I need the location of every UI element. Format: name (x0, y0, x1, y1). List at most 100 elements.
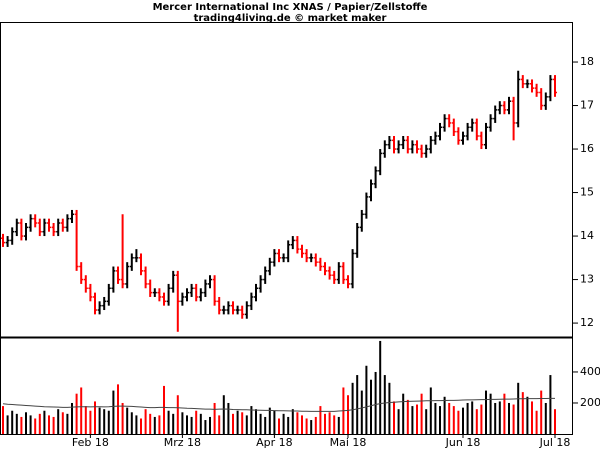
y-tick-label: 14 (580, 229, 594, 242)
x-tick-label: Feb 18 (72, 436, 109, 449)
chart-subtitle: trading4living.de © market maker (194, 13, 387, 24)
x-tick-label: Jul 18 (539, 436, 571, 449)
volume-bar (370, 379, 372, 434)
volume-bar (393, 401, 395, 434)
volume-bar (535, 410, 538, 434)
volume-bar (397, 409, 400, 434)
x-tick-label: Apr 18 (256, 436, 293, 449)
volume-bar (144, 409, 147, 434)
volume-bar (420, 393, 423, 434)
volume-bar (199, 413, 202, 434)
volume-bar (43, 410, 46, 434)
volume-bar (521, 392, 524, 434)
volume-bar (130, 412, 133, 434)
volume-bar (176, 395, 179, 434)
volume-bar (34, 418, 37, 434)
volume-bar (498, 401, 501, 434)
volume-bar (227, 402, 230, 434)
volume-bar (163, 385, 165, 434)
volume-bar (186, 415, 188, 434)
chart-title: Mercer International Inc XNAS / Papier/Z… (153, 2, 428, 13)
volume-bar (25, 412, 27, 434)
y-tick-label: 16 (580, 142, 594, 155)
volume-bar (80, 387, 83, 434)
volume-bar (411, 406, 414, 434)
volume-bar (328, 412, 331, 434)
volume-bar (140, 418, 142, 434)
volume-bar (443, 396, 446, 434)
x-tick-label: Mai 18 (330, 436, 367, 449)
volume-bar (195, 410, 198, 434)
volume-bar (489, 393, 492, 434)
volume-bar (406, 399, 409, 434)
volume-bar (379, 340, 382, 434)
volume-bar (360, 390, 363, 434)
volume-bar (296, 412, 299, 434)
volume-bar (337, 416, 340, 434)
volume-bar (356, 375, 359, 434)
volume-bar (6, 415, 9, 434)
volume-bar (508, 402, 510, 434)
y-tick-label: 15 (580, 186, 594, 199)
volume-bar (544, 402, 547, 434)
volume-bar (314, 416, 317, 434)
volume-bar (107, 410, 110, 434)
volume-bar (268, 407, 271, 434)
volume-bar (181, 412, 184, 434)
volume-bar (457, 410, 460, 434)
volume-bar (324, 413, 326, 434)
volume-bar (517, 382, 520, 434)
volume-bar (89, 410, 92, 434)
volume-bar (291, 409, 294, 434)
volume-bar (84, 406, 87, 434)
volume-bar (512, 404, 515, 434)
volume-bar (245, 415, 248, 434)
volume-bar (448, 402, 451, 434)
volume-bar (66, 413, 69, 434)
volume-bar (2, 406, 4, 434)
volume-bar (112, 390, 115, 434)
volume-bar (158, 415, 161, 434)
volume-bar (241, 412, 244, 434)
volume-bar (255, 409, 257, 434)
volume-bar (167, 410, 170, 434)
volume-bar (425, 409, 428, 434)
volume-bar (71, 402, 73, 434)
volume-bar (429, 387, 432, 434)
volume-bar (503, 393, 506, 434)
volume-bar (282, 413, 285, 434)
x-tick-label: Jun 18 (445, 436, 481, 449)
volume-bar (310, 420, 313, 434)
volume-bar (149, 413, 152, 434)
volume-bar (278, 418, 280, 434)
volume-bar (38, 413, 41, 434)
volume-bar (471, 401, 474, 434)
volume-bar (52, 416, 55, 434)
volume-bar (439, 406, 441, 434)
volume-bar (250, 406, 253, 434)
volume-bar (232, 413, 234, 434)
volume-bar (485, 390, 487, 434)
volume-bar (121, 402, 124, 434)
plot-frame (0, 22, 573, 435)
volume-bar (222, 395, 225, 434)
volume-bar (452, 406, 455, 434)
volume-bar (61, 412, 64, 434)
volume-average (2, 397, 555, 412)
volume-bar (264, 416, 267, 434)
y-tick-label: 18 (580, 55, 594, 68)
volume-bar (57, 409, 60, 434)
volume-bar (554, 409, 556, 434)
volume-bar (365, 365, 368, 434)
volume-bar (319, 406, 322, 434)
volume-bar (117, 384, 119, 434)
volume-bar (75, 393, 78, 434)
volume-bar (416, 404, 418, 434)
volume-bar (526, 396, 529, 434)
volume-bar (172, 413, 175, 434)
volume-bar (273, 410, 276, 434)
volume-bar (287, 416, 290, 434)
volume-bar (494, 402, 497, 434)
x-tick-label: Mrz 18 (164, 436, 201, 449)
volume-bar (236, 410, 239, 434)
